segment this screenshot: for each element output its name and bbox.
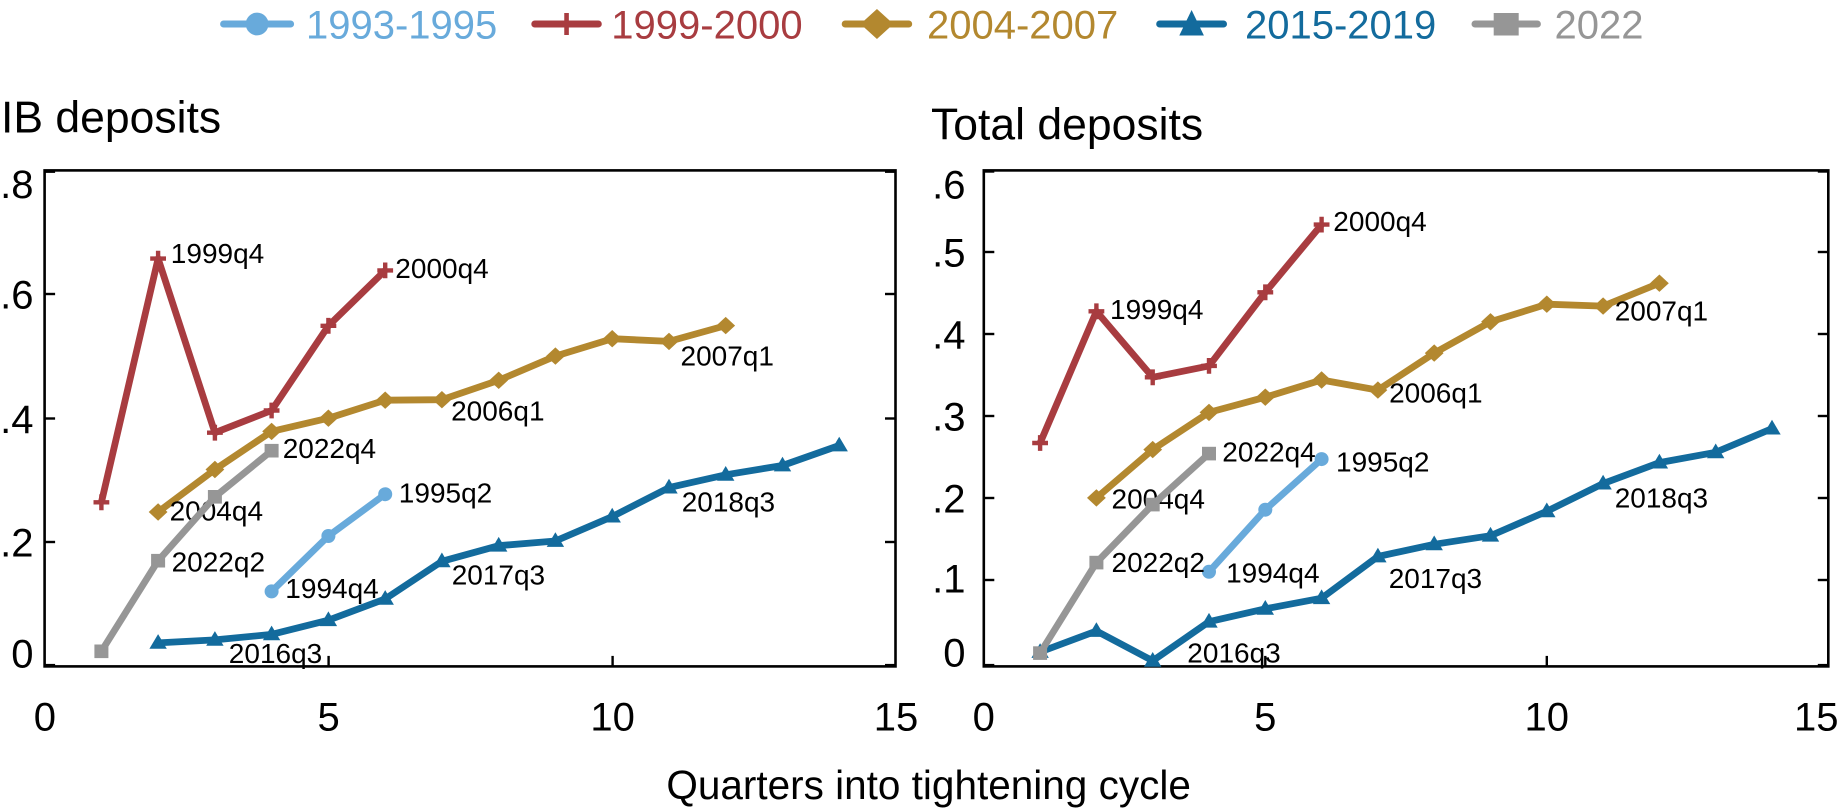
svg-text:2000q4: 2000q4	[395, 253, 488, 284]
svg-text:0: 0	[34, 695, 56, 739]
svg-text:2004-2007: 2004-2007	[927, 3, 1118, 47]
svg-text:2022q4: 2022q4	[283, 433, 376, 464]
svg-text:0: 0	[943, 632, 965, 676]
svg-text:5: 5	[317, 695, 339, 739]
svg-text:2016q3: 2016q3	[1187, 637, 1280, 668]
svg-text:1994q4: 1994q4	[285, 573, 378, 604]
svg-text:15: 15	[1794, 695, 1839, 739]
svg-text:.1: .1	[932, 557, 965, 601]
svg-text:1993-1995: 1993-1995	[306, 3, 497, 47]
svg-text:.4: .4	[0, 398, 33, 442]
svg-text:1994q4: 1994q4	[1226, 557, 1319, 588]
svg-text:.2: .2	[0, 521, 33, 565]
svg-text:.6: .6	[0, 273, 33, 317]
svg-text:1999-2000: 1999-2000	[611, 3, 802, 47]
svg-text:2018q3: 2018q3	[682, 486, 775, 517]
svg-text:15: 15	[874, 695, 919, 739]
svg-text:2022q2: 2022q2	[172, 547, 265, 578]
svg-text:.3: .3	[932, 396, 965, 440]
svg-text:1999q4: 1999q4	[171, 238, 264, 269]
svg-text:2007q1: 2007q1	[681, 340, 774, 371]
svg-text:IB deposits: IB deposits	[1, 94, 221, 143]
svg-text:1995q2: 1995q2	[399, 478, 492, 509]
svg-text:1995q2: 1995q2	[1336, 447, 1429, 478]
svg-text:2022: 2022	[1555, 3, 1644, 47]
svg-text:Quarters into tightening cycle: Quarters into tightening cycle	[666, 762, 1191, 808]
svg-text:0: 0	[973, 695, 995, 739]
svg-text:.6: .6	[932, 163, 965, 207]
svg-text:2006q1: 2006q1	[1389, 378, 1482, 409]
svg-text:2022q2: 2022q2	[1112, 547, 1205, 578]
svg-text:2015-2019: 2015-2019	[1245, 3, 1436, 47]
svg-text:2016q3: 2016q3	[229, 638, 322, 669]
svg-text:.5: .5	[932, 232, 965, 276]
svg-text:0: 0	[11, 632, 33, 676]
svg-text:2006q1: 2006q1	[451, 396, 544, 427]
svg-text:2000q4: 2000q4	[1333, 206, 1426, 237]
svg-text:.2: .2	[932, 478, 965, 522]
svg-text:.4: .4	[932, 314, 965, 358]
svg-text:2017q3: 2017q3	[452, 559, 545, 590]
svg-text:2022q4: 2022q4	[1222, 437, 1315, 468]
svg-text:2017q3: 2017q3	[1389, 563, 1482, 594]
svg-text:10: 10	[1525, 695, 1570, 739]
svg-text:2018q3: 2018q3	[1615, 483, 1708, 514]
svg-text:10: 10	[590, 695, 635, 739]
svg-text:5: 5	[1254, 695, 1276, 739]
svg-text:Total deposits: Total deposits	[931, 101, 1203, 150]
svg-text:.8: .8	[0, 163, 33, 207]
svg-text:2007q1: 2007q1	[1615, 296, 1708, 327]
svg-text:1999q4: 1999q4	[1110, 294, 1203, 325]
